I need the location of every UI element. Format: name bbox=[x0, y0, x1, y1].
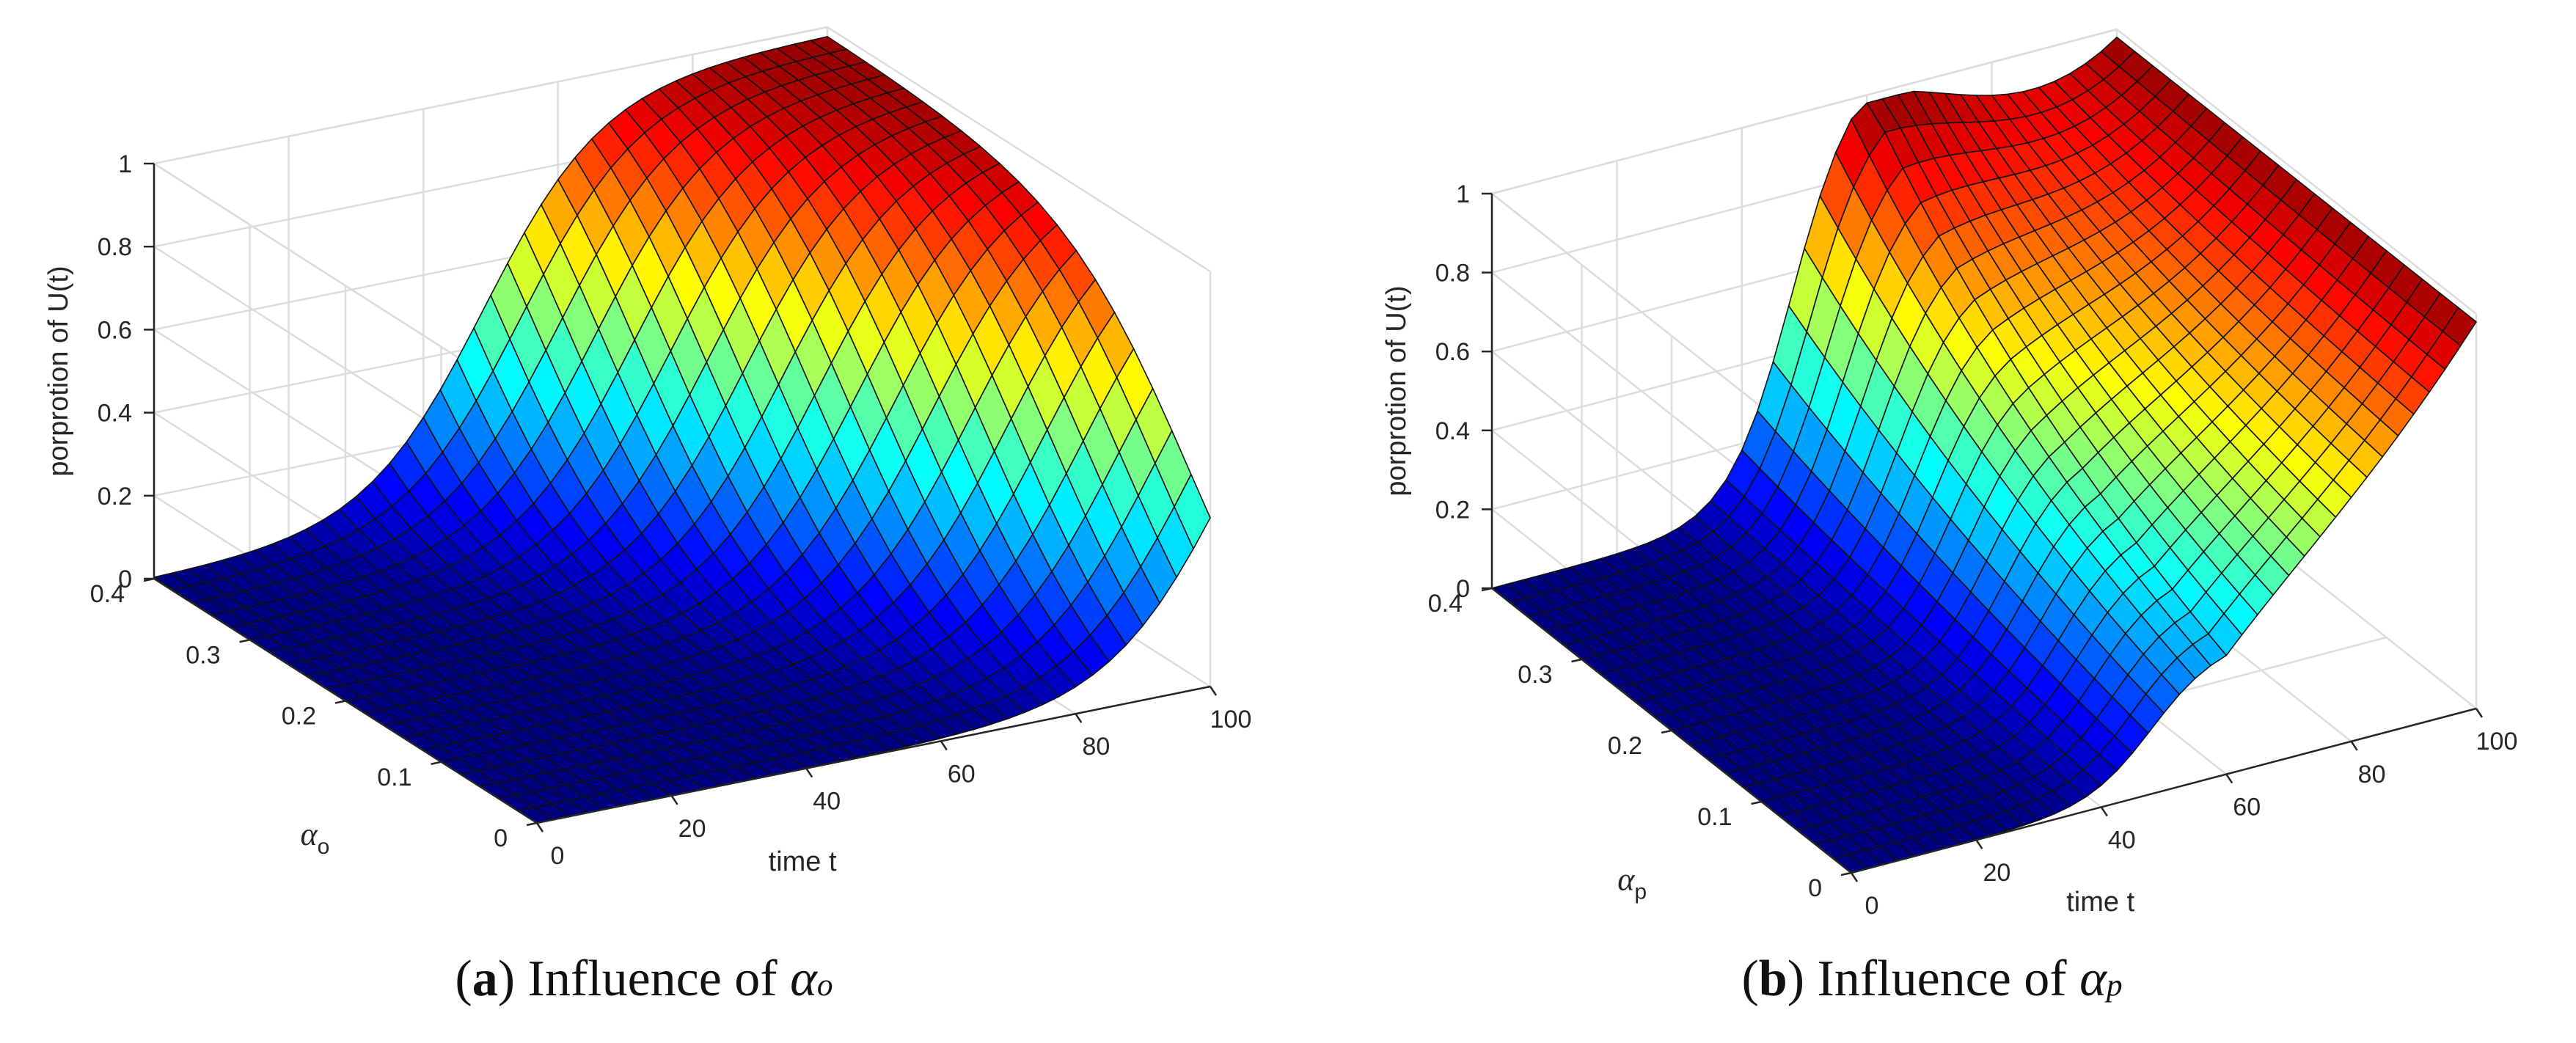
panel-a-surface-plot: 02040608010000.10.20.30.400.20.40.60.81t… bbox=[43, 26, 1251, 877]
z-tick-label: 0.8 bbox=[98, 233, 132, 261]
panel-b-surface bbox=[1491, 36, 2477, 874]
panel-a-axes: 02040608010000.10.20.30.400.20.40.60.81t… bbox=[43, 150, 1251, 877]
z-axis-label: porprotion of U(t) bbox=[43, 266, 74, 476]
x-tick-label: 80 bbox=[2358, 761, 2386, 788]
x-axis-line bbox=[536, 685, 1211, 824]
y-tick-label: 0 bbox=[494, 824, 508, 852]
y-tick-label: 0 bbox=[1808, 874, 1822, 902]
x-axis-label: time t bbox=[769, 846, 837, 877]
z-tick-label: 0 bbox=[1456, 575, 1470, 603]
z-tick-label: 0.6 bbox=[98, 316, 132, 344]
z-tick-label: 0.8 bbox=[1435, 260, 1470, 288]
z-tick-label: 0.2 bbox=[1435, 496, 1470, 524]
panel-b-surface-plot: 02040608010000.10.20.30.400.20.40.60.81t… bbox=[1381, 28, 2517, 920]
y-tick-label: 0.3 bbox=[186, 641, 220, 669]
z-tick-label: 0.6 bbox=[1435, 338, 1470, 366]
x-tick-label: 0 bbox=[551, 842, 565, 870]
caption-a: (a) Influence of αo bbox=[455, 951, 833, 1007]
y-tick-label: 0.4 bbox=[1428, 590, 1463, 618]
x-tick-label: 60 bbox=[948, 760, 976, 788]
y-axis-label: αp bbox=[1617, 861, 1647, 904]
x-axis-label: time t bbox=[2066, 887, 2134, 918]
y-tick-label: 0.1 bbox=[377, 764, 411, 791]
x-tick-label: 40 bbox=[813, 788, 841, 816]
z-tick-label: 0.4 bbox=[98, 400, 132, 428]
z-tick-label: 1 bbox=[1456, 180, 1470, 208]
z-tick-label: 0.4 bbox=[1435, 417, 1470, 445]
z-axis-label: porprotion of U(t) bbox=[1381, 285, 1412, 496]
y-tick-label: 0.1 bbox=[1697, 803, 1732, 831]
z-tick-label: 0 bbox=[118, 566, 132, 593]
x-tick-label: 100 bbox=[2476, 728, 2518, 755]
x-tick-label: 0 bbox=[1865, 892, 1879, 920]
panel-a-surface bbox=[153, 36, 1211, 824]
z-tick-label: 1 bbox=[118, 150, 132, 178]
y-tick-label: 0.2 bbox=[282, 703, 316, 731]
y-tick-label: 0.2 bbox=[1608, 732, 1642, 760]
x-tick-label: 20 bbox=[678, 815, 706, 843]
x-tick-label: 40 bbox=[2108, 826, 2136, 854]
x-axis-line bbox=[1851, 707, 2477, 874]
x-tick-label: 80 bbox=[1082, 733, 1110, 761]
z-tick-label: 0.2 bbox=[98, 483, 132, 510]
x-tick-label: 100 bbox=[1210, 706, 1252, 733]
x-tick-label: 20 bbox=[1983, 859, 2010, 887]
y-axis-label: αo bbox=[300, 816, 329, 859]
caption-b: (b) Influence of αp bbox=[1741, 951, 2123, 1007]
y-tick-label: 0.4 bbox=[90, 580, 125, 608]
panel-b-axes: 02040608010000.10.20.30.400.20.40.60.81t… bbox=[1381, 180, 2517, 920]
y-tick-label: 0.3 bbox=[1518, 661, 1552, 689]
x-tick-label: 60 bbox=[2233, 794, 2261, 821]
